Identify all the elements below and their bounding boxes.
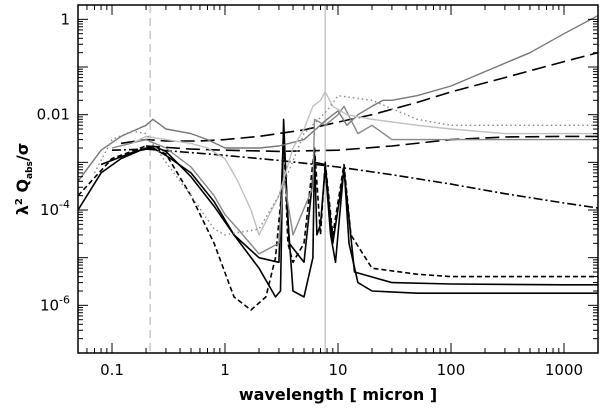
ticks-layer: 0.1 1 10 100 1000 10-6 10-4 0.01 1 [37, 4, 599, 379]
y-tick-label: 10-6 [40, 293, 70, 314]
reference-lines [149, 5, 326, 353]
y-tick-label: 0.01 [37, 106, 70, 124]
y-axis-title: λ2 Qabs/σ [13, 143, 35, 215]
series-line-4 [78, 132, 598, 311]
series-line-9 [93, 95, 598, 236]
series-line-2 [111, 148, 598, 209]
series-line-3 [78, 118, 598, 298]
x-tick-label: 1000 [545, 361, 583, 379]
series-line-6 [78, 14, 598, 182]
y-tick-label: 1 [60, 10, 70, 28]
x-tick-label: 0.1 [100, 361, 124, 379]
series-line-1 [145, 135, 598, 153]
x-axis-title: wavelength [ micron ] [239, 385, 437, 404]
series-line-7 [111, 105, 598, 255]
series-line-5 [100, 128, 598, 286]
x-tick-label: 1 [220, 361, 230, 379]
y-tick-label: 10-4 [40, 198, 70, 219]
x-tick-label: 100 [437, 361, 466, 379]
x-tick-label: 10 [328, 361, 347, 379]
series-layer [78, 14, 598, 311]
series-line-0 [120, 51, 598, 145]
series-line-8 [131, 91, 598, 236]
